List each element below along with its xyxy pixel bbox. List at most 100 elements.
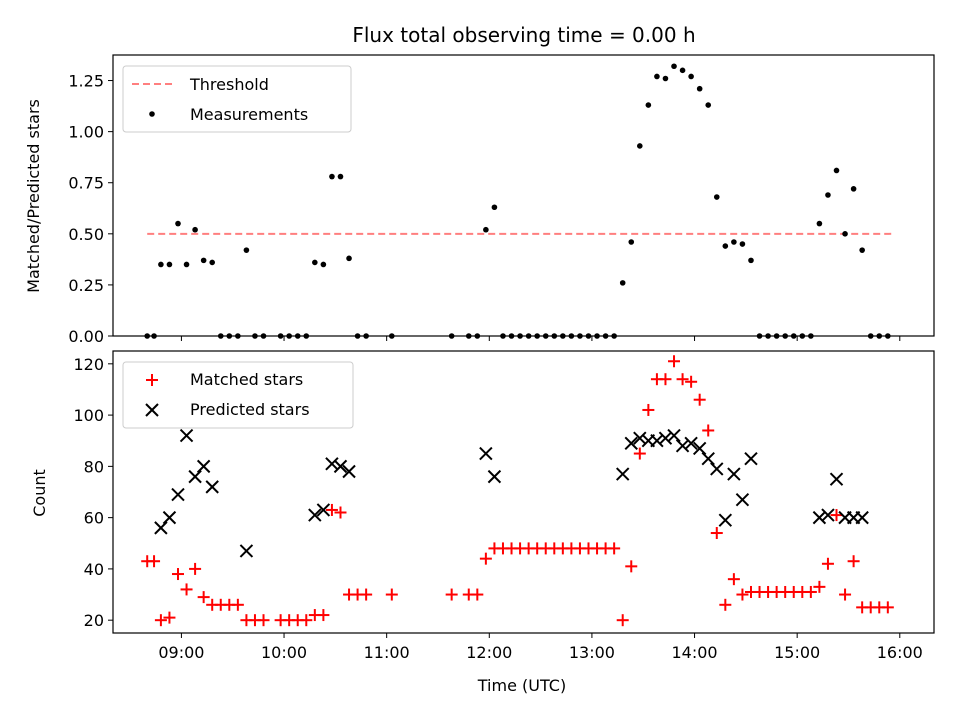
measurement-point [329, 173, 335, 180]
measurement-point [320, 261, 327, 268]
top-y-tick-label: 0.50 [68, 225, 104, 244]
x-tick-label: 09:00 [158, 643, 204, 662]
bottom-y-tick-label: 20 [84, 611, 104, 630]
legend-matched-label: Matched stars [190, 370, 303, 389]
measurement-point [713, 194, 720, 200]
predicted-star-point [821, 508, 835, 522]
measurement-point [491, 204, 498, 211]
predicted-star-point [188, 469, 202, 484]
predicted-star-point [479, 446, 493, 461]
matched-star-point [625, 560, 638, 573]
matched-star-point [471, 588, 484, 601]
predicted-star-point [162, 510, 177, 525]
matched-star-point [616, 614, 629, 627]
legend-measurements-label: Measurements [190, 105, 308, 124]
measurement-point [312, 259, 318, 266]
matched-star-point [334, 506, 347, 519]
top-legend: Threshold Measurements [122, 65, 352, 133]
predicted-star-point [239, 544, 254, 558]
bottom-y-axis-label: Count [30, 469, 49, 517]
matched-star-point [445, 588, 458, 601]
measurement-point [705, 102, 712, 108]
matched-star-point [813, 580, 826, 593]
predicted-star-point [487, 469, 502, 484]
predicted-star-point [615, 467, 630, 481]
predicted-star-point [154, 521, 168, 535]
legend-matched-marker [146, 374, 158, 386]
predicted-star-point [205, 480, 219, 494]
measurement-point [662, 75, 669, 82]
predicted-star-point [342, 464, 356, 479]
matched-star-point [693, 393, 706, 406]
top-y-tick-label: 0.25 [68, 276, 104, 295]
chart-title: Flux total observing time = 0.00 h [352, 23, 695, 47]
predicted-star-point [650, 434, 664, 448]
measurement-point [748, 257, 754, 264]
measurement-point [192, 226, 198, 233]
predicted-star-point [633, 431, 647, 445]
measurement-point [200, 257, 207, 264]
x-tick-label: 10:00 [261, 643, 307, 662]
matched-star-point [847, 555, 860, 568]
predicted-star-point [718, 513, 733, 527]
matched-star-point [180, 583, 193, 596]
predicted-star-point [658, 431, 673, 445]
top-y-tick-label: 1.25 [68, 72, 104, 91]
measurement-point [637, 143, 643, 149]
x-tick-label: 15:00 [774, 643, 820, 662]
measurement-point [628, 239, 635, 245]
matched-star-point [727, 573, 740, 586]
predicted-star-point [196, 459, 211, 474]
bottom-axes-frame [112, 350, 935, 634]
measurement-point [696, 85, 703, 92]
predicted-star-point [829, 472, 844, 486]
predicted-star-point [325, 457, 339, 471]
matched-star-point [148, 555, 161, 568]
matched-star-point [189, 562, 202, 575]
matched-star-point [881, 601, 894, 614]
matched-star-point [719, 598, 732, 611]
matched-star-point [317, 609, 330, 622]
matched-star-point [710, 527, 723, 540]
predicted-star-point [333, 459, 348, 474]
matched-star-point [839, 588, 852, 601]
measurement-point [483, 226, 489, 233]
measurement-point [166, 261, 173, 268]
matched-star-point [830, 509, 843, 522]
measurement-point [158, 261, 164, 268]
predicted-star-point [735, 492, 750, 507]
measurement-point [671, 63, 677, 70]
matched-star-point [360, 588, 373, 601]
matched-star-point [257, 614, 270, 627]
predicted-star-point [675, 439, 690, 453]
matched-star-point [154, 614, 167, 627]
matched-star-point [231, 598, 244, 611]
legend-predicted-label: Predicted stars [190, 400, 310, 419]
matched-star-point [325, 503, 338, 516]
bottom-y-tick-label: 120 [73, 355, 104, 374]
measurement-point [209, 259, 216, 266]
matched-star-point [676, 373, 689, 386]
matched-star-point [385, 588, 398, 601]
predicted-star-point [667, 428, 681, 443]
matched-star-point [608, 542, 621, 555]
measurement-point [337, 173, 344, 180]
x-tick-label: 13:00 [569, 643, 615, 662]
matched-star-point [633, 447, 646, 460]
matched-star-point [479, 552, 492, 565]
measurement-point [859, 247, 865, 253]
x-axis-label: Time (UTC) [477, 676, 566, 695]
predicted-star-point [692, 441, 707, 456]
top-y-axis-label: Matched/Predicted stars [24, 99, 43, 293]
predicted-star-point [684, 436, 698, 450]
matched-star-point [300, 614, 313, 627]
measurement-point [679, 67, 686, 74]
matched-star-point [821, 557, 834, 570]
matched-star-point [702, 424, 715, 437]
bottom-y-tick-label: 100 [73, 406, 104, 425]
top-axes-frame [112, 54, 935, 337]
bottom-y-tick-label: 80 [84, 457, 104, 476]
predicted-star-point [171, 487, 185, 502]
bottom-legend: Matched stars Predicted stars [122, 361, 354, 429]
